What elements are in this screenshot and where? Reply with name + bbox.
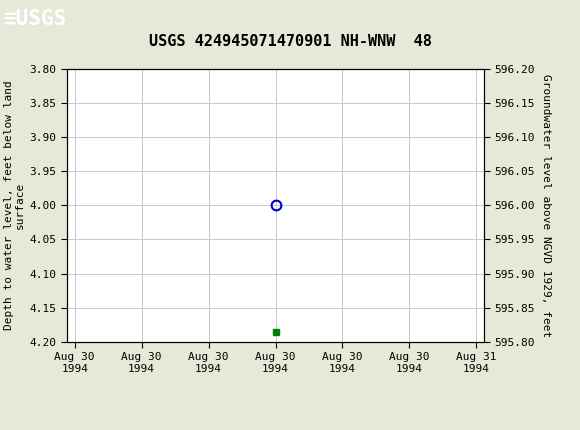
Y-axis label: Groundwater level above NGVD 1929, feet: Groundwater level above NGVD 1929, feet xyxy=(541,74,551,337)
Legend: Period of approved data: Period of approved data xyxy=(164,427,387,430)
Text: USGS 424945071470901 NH-WNW  48: USGS 424945071470901 NH-WNW 48 xyxy=(148,34,432,49)
Y-axis label: Depth to water level, feet below land
surface: Depth to water level, feet below land su… xyxy=(3,80,25,330)
Text: ≡USGS: ≡USGS xyxy=(3,9,66,29)
